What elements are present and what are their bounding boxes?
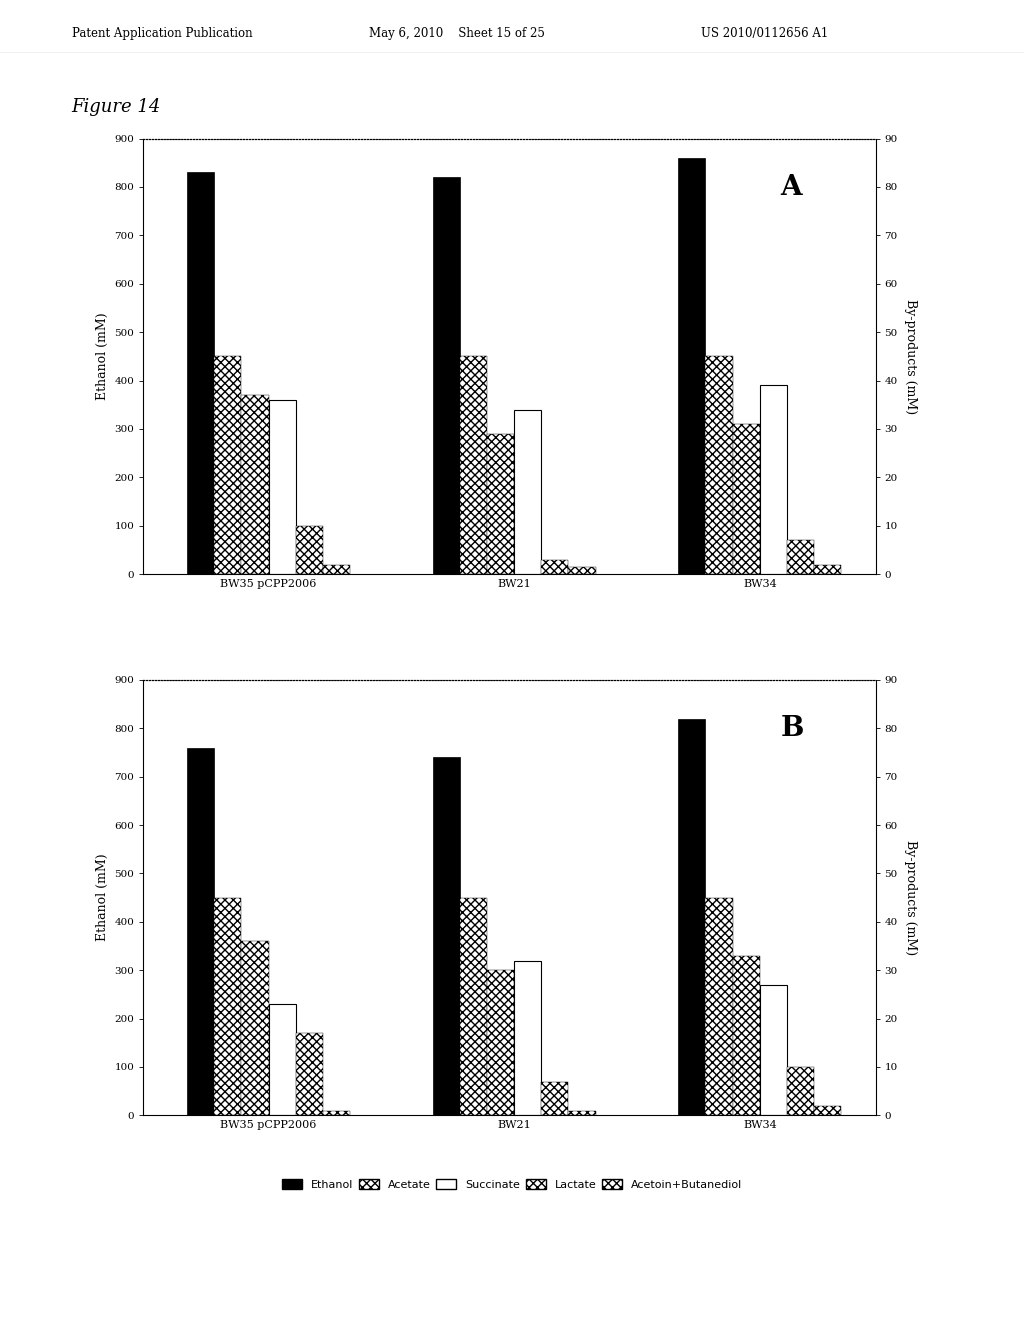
Bar (433, 177, 460, 574)
Bar (433, 758, 460, 1115)
Bar (732, 956, 760, 1115)
Bar (787, 540, 814, 574)
Bar (760, 985, 787, 1115)
Bar (814, 565, 842, 574)
Bar (460, 898, 487, 1115)
Bar (706, 356, 732, 574)
Legend: Ethanol, Acetate, Succinate, Lactate, Acetoin+Butanediol: Ethanol, Acetate, Succinate, Lactate, Ac… (279, 1176, 745, 1193)
Bar (678, 158, 706, 574)
Y-axis label: Ethanol (mM): Ethanol (mM) (96, 854, 109, 941)
Bar (214, 898, 242, 1115)
Text: Patent Application Publication: Patent Application Publication (72, 26, 252, 40)
Bar (814, 1106, 842, 1115)
Bar (568, 1110, 596, 1115)
Text: Figure 14: Figure 14 (72, 98, 161, 116)
Bar (514, 409, 542, 574)
Bar (732, 424, 760, 574)
Bar (242, 941, 268, 1115)
Bar (268, 1005, 296, 1115)
Bar (187, 747, 214, 1115)
Bar (787, 1067, 814, 1115)
Bar (760, 385, 787, 574)
Bar (542, 560, 568, 574)
Bar (214, 356, 242, 574)
Bar (323, 1110, 350, 1115)
Y-axis label: Ethanol (mM): Ethanol (mM) (96, 313, 109, 400)
Bar (542, 1081, 568, 1115)
Bar (706, 898, 732, 1115)
Y-axis label: By-products (mM): By-products (mM) (904, 298, 918, 414)
Bar (487, 434, 514, 574)
Bar (460, 356, 487, 574)
Text: US 2010/0112656 A1: US 2010/0112656 A1 (701, 26, 828, 40)
Bar (487, 970, 514, 1115)
Bar (514, 961, 542, 1115)
Text: May 6, 2010    Sheet 15 of 25: May 6, 2010 Sheet 15 of 25 (369, 26, 545, 40)
Text: B: B (780, 715, 804, 742)
Bar (568, 568, 596, 574)
Text: A: A (780, 174, 802, 201)
Bar (187, 173, 214, 574)
Bar (268, 400, 296, 574)
Bar (296, 1034, 323, 1115)
Bar (678, 718, 706, 1115)
Bar (323, 565, 350, 574)
Y-axis label: By-products (mM): By-products (mM) (904, 840, 918, 956)
Bar (242, 395, 268, 574)
Bar (296, 525, 323, 574)
